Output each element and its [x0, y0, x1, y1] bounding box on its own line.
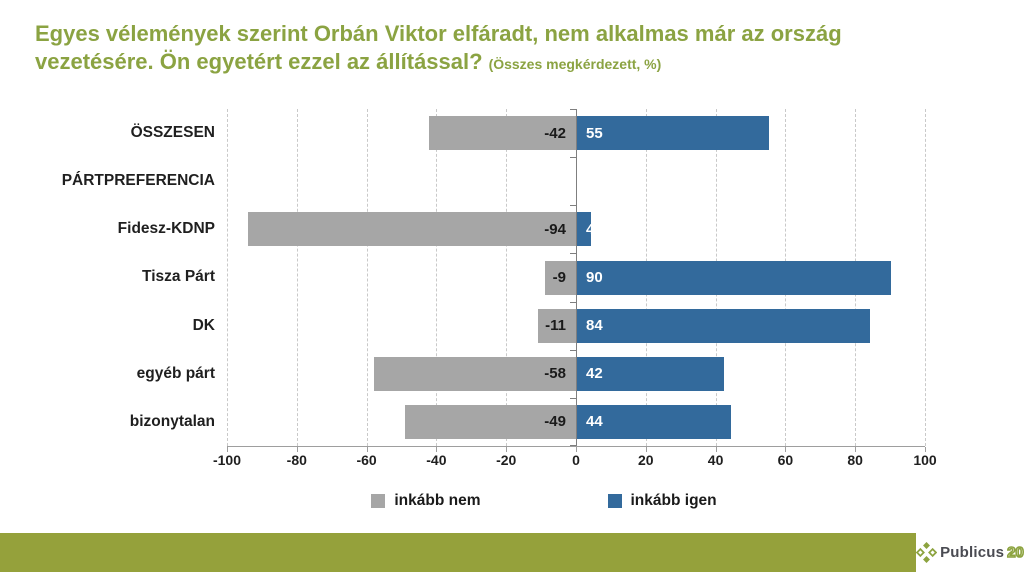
category-label: bizonytalan	[129, 412, 215, 430]
bar-inkabb-nem: -9	[544, 260, 576, 295]
zero-axis-tick	[570, 253, 576, 255]
bar-inkabb-nem: -58	[373, 356, 576, 391]
bar-inkabb-igen: 90	[577, 260, 892, 295]
title-line1: Egyes vélemények szerint Orbán Viktor el…	[35, 21, 842, 46]
x-axis-tick-label: 80	[847, 452, 863, 468]
category-label: egyéb párt	[136, 364, 215, 382]
title-line2: vezetésére. Ön egyetért ezzel az állítás…	[35, 48, 995, 76]
gridline--100	[227, 109, 228, 446]
bar-inkabb-nem: -42	[429, 116, 576, 151]
category-label: Fidesz-KDNP	[117, 220, 215, 238]
x-axis-tick-label: -60	[356, 452, 377, 468]
publicus-logo: Publicus 20	[916, 533, 1024, 572]
zero-axis-tick	[570, 205, 576, 207]
zero-axis-tick	[570, 445, 576, 446]
bar-inkabb-nem: -11	[537, 308, 576, 343]
x-axis-tick	[645, 447, 647, 452]
legend-item: inkább nem	[371, 492, 481, 510]
x-axis-labels: -100 -80 -60 -40 -20 0 20 40 60 80 100	[213, 452, 937, 474]
publicus-logo-text: Publicus	[940, 544, 1005, 561]
x-axis-tick-label: -40	[426, 452, 447, 468]
x-axis-tick-label: -100	[212, 452, 242, 468]
x-axis-tick	[296, 447, 298, 452]
x-axis-tick	[366, 447, 368, 452]
category-axis: ÖSSZESEN PÁRTPREFERENCIA Fidesz-KDNP Tisza …	[0, 109, 215, 446]
x-axis-tick	[576, 447, 577, 452]
zero-axis-tick	[570, 397, 576, 399]
x-axis-line	[227, 446, 925, 447]
gridline-100	[925, 109, 926, 446]
plot-area: -42 55 -94 4 -9 90 -11 84 -58 42 -49 44	[227, 109, 926, 452]
gridline--20	[506, 109, 508, 446]
bar-inkabb-igen: 84	[577, 308, 871, 343]
category-label: ÖSSZESEN	[130, 124, 215, 142]
publicus-logo-badge: 20	[1006, 543, 1024, 562]
gridline--80	[296, 109, 298, 446]
x-axis-tick	[227, 447, 228, 452]
x-axis-tick-label: 20	[638, 452, 654, 468]
x-axis-tick-label: 100	[913, 452, 937, 468]
zero-axis-tick	[570, 301, 576, 303]
legend-item: inkább igen	[607, 492, 717, 510]
zero-axis-tick	[570, 349, 576, 351]
legend-swatch	[371, 494, 386, 508]
x-axis-tick-label: 0	[572, 452, 580, 468]
gridline--40	[436, 109, 438, 446]
gridline--60	[366, 109, 368, 446]
legend: inkább nem inkább igen	[64, 492, 1024, 510]
bar-inkabb-igen: 44	[577, 404, 731, 439]
x-axis-tick-label: -80	[286, 452, 307, 468]
x-axis-tick-label: -20	[496, 452, 517, 468]
publicus-diamonds-icon	[916, 542, 938, 563]
bar-inkabb-nem: -49	[404, 404, 576, 439]
category-label: Tisza Párt	[142, 268, 215, 286]
bar-inkabb-igen: 42	[577, 356, 724, 391]
zero-axis-tick	[570, 109, 576, 110]
bar-inkabb-igen: 55	[577, 116, 769, 151]
legend-label: inkább nem	[394, 492, 481, 509]
category-label: PÁRTPREFERENCIA	[61, 172, 215, 190]
bar-inkabb-igen: 4	[577, 212, 591, 247]
bar-inkabb-nem: -94	[247, 212, 576, 247]
chart-title: Egyes vélemények szerint Orbán Viktor el…	[35, 20, 995, 76]
zero-axis	[576, 109, 577, 446]
title-line2-text: vezetésére. Ön egyetért ezzel az állítás…	[35, 49, 483, 75]
x-axis-tick-label: 60	[777, 452, 794, 468]
x-axis-tick	[506, 447, 508, 452]
footer-bar	[0, 533, 916, 572]
title-suffix: (Összes megkérdezett, %)	[488, 56, 662, 73]
legend-label: inkább igen	[630, 492, 717, 509]
x-axis-tick	[855, 447, 857, 452]
x-axis-tick-label: 40	[707, 452, 724, 468]
x-axis-tick	[785, 447, 787, 452]
category-label: DK	[192, 316, 215, 334]
x-axis-tick	[715, 447, 717, 452]
legend-swatch	[607, 494, 622, 508]
x-axis-tick	[925, 447, 926, 452]
zero-axis-tick	[570, 157, 576, 159]
x-axis-tick	[436, 447, 438, 452]
